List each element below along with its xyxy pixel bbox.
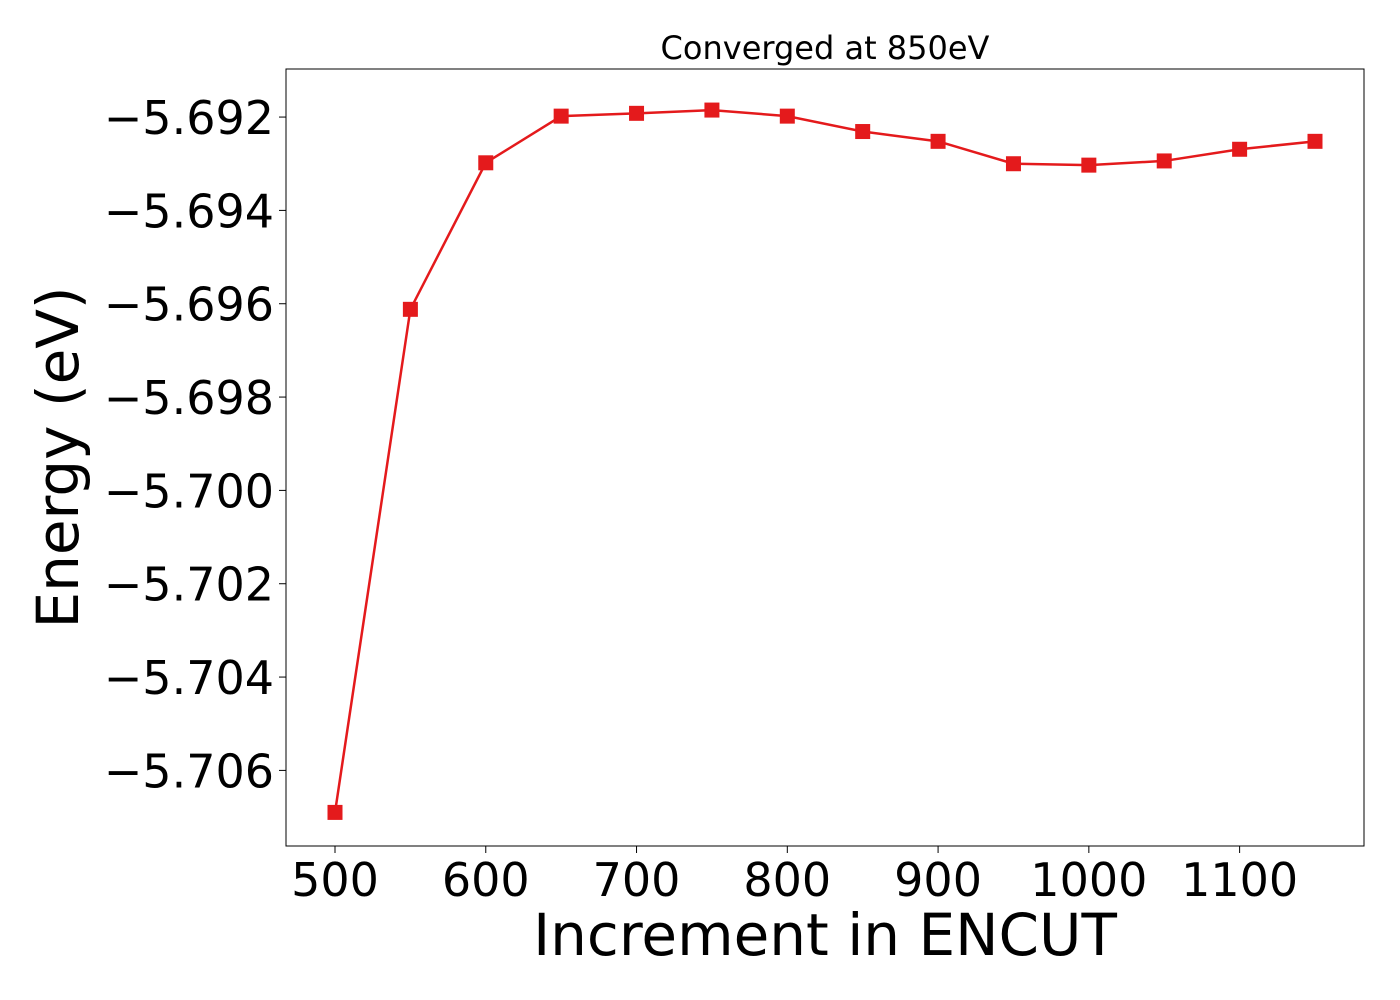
data-point-marker <box>629 105 645 121</box>
data-point-marker <box>779 108 795 124</box>
x-tick-label: 500 <box>291 853 379 907</box>
x-tick-label: 1000 <box>1030 853 1147 907</box>
y-tick-label: −5.706 <box>104 744 274 798</box>
y-tick-label: −5.692 <box>104 91 274 145</box>
data-point-marker <box>327 804 343 820</box>
x-tick-label: 900 <box>894 853 982 907</box>
data-point-marker <box>1232 141 1248 157</box>
x-tick-label: 1100 <box>1181 853 1298 907</box>
data-point-marker <box>1307 133 1323 149</box>
plot-area-frame <box>285 68 1365 847</box>
y-tick-label: −5.698 <box>104 371 274 425</box>
data-point-marker <box>553 108 569 124</box>
x-axis-label: Increment in ENCUT <box>533 901 1117 969</box>
y-tick-label: −5.696 <box>104 278 274 332</box>
data-point-marker <box>704 102 720 118</box>
x-axis-ticks: 500 600 700 800 900 1000 1100 <box>291 846 1298 907</box>
series-line <box>333 108 1316 813</box>
y-axis-label: Energy (eV) <box>24 286 92 628</box>
data-point-marker <box>1156 153 1172 169</box>
x-tick-label: 600 <box>442 853 530 907</box>
y-tick-label: −5.702 <box>104 558 274 612</box>
chart-title: Converged at 850eV <box>661 29 990 67</box>
data-point-marker <box>855 124 871 140</box>
data-point-marker <box>1081 157 1097 173</box>
data-point-marker <box>478 155 494 171</box>
series-layer <box>327 102 1323 820</box>
data-point-marker <box>1005 156 1021 172</box>
y-tick-label: −5.694 <box>104 184 274 238</box>
x-tick-label: 800 <box>743 853 831 907</box>
data-point-marker <box>930 133 946 149</box>
data-point-marker <box>402 301 418 317</box>
y-tick-label: −5.704 <box>104 651 274 705</box>
y-axis-ticks: −5.692 −5.694 −5.696 −5.698 −5.700 −5.702 −5.7… <box>104 91 286 798</box>
y-tick-label: −5.700 <box>104 464 274 518</box>
x-tick-label: 700 <box>593 853 681 907</box>
